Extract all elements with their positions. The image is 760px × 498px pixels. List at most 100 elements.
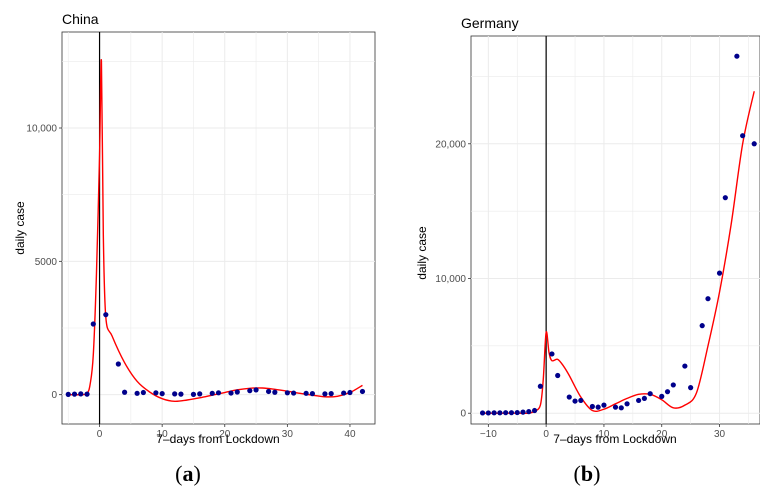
data-point bbox=[153, 390, 159, 396]
data-point bbox=[134, 390, 140, 396]
x-tick-label: 0 bbox=[97, 429, 103, 440]
fit-line bbox=[68, 59, 363, 403]
data-point bbox=[359, 388, 366, 395]
data-point bbox=[664, 389, 671, 395]
y-tick-label: 10,000 bbox=[435, 274, 466, 285]
panel-title: Germany bbox=[461, 15, 519, 31]
data-point bbox=[734, 53, 740, 59]
data-point bbox=[190, 391, 197, 397]
data-point bbox=[618, 405, 624, 411]
data-point bbox=[347, 389, 353, 396]
data-point bbox=[624, 401, 630, 407]
y-tick-label: 0 bbox=[460, 409, 466, 420]
data-point bbox=[341, 390, 347, 396]
y-tick-label: 5000 bbox=[35, 257, 58, 268]
data-point bbox=[526, 409, 532, 415]
data-point bbox=[497, 410, 503, 416]
data-point bbox=[178, 391, 184, 397]
data-point bbox=[78, 391, 84, 397]
data-point bbox=[272, 389, 278, 395]
data-point bbox=[682, 363, 688, 369]
data-point bbox=[705, 296, 711, 302]
y-ticks: 0 5000 10,000 bbox=[26, 124, 62, 401]
data-point bbox=[479, 410, 486, 416]
data-point bbox=[122, 389, 128, 395]
data-point bbox=[514, 409, 520, 416]
fit-line bbox=[482, 91, 755, 415]
data-point bbox=[103, 312, 109, 318]
data-points bbox=[65, 312, 366, 397]
data-point bbox=[328, 391, 334, 397]
data-point bbox=[647, 391, 653, 397]
data-point bbox=[520, 409, 526, 415]
data-point bbox=[291, 390, 297, 396]
data-point bbox=[71, 391, 78, 397]
data-point bbox=[740, 133, 746, 139]
y-axis-title: daily case bbox=[415, 226, 429, 280]
data-point bbox=[589, 403, 595, 410]
panel-title: China bbox=[62, 11, 99, 27]
fit-curve bbox=[482, 91, 755, 415]
x-ticks: −10 0 10 20 30 bbox=[480, 424, 726, 440]
grid bbox=[471, 36, 760, 424]
caption-b: (b) bbox=[574, 461, 601, 486]
data-point bbox=[549, 351, 555, 357]
data-point bbox=[722, 195, 728, 201]
data-point bbox=[670, 382, 676, 388]
y-tick-label: 0 bbox=[51, 390, 57, 401]
data-point bbox=[601, 402, 607, 408]
x-axis-title: 7–days from Lockdown bbox=[156, 432, 279, 446]
data-point bbox=[90, 321, 96, 327]
data-point bbox=[716, 270, 723, 276]
panel-germany: Germany 0 10,000 20,000 −10 0 10 20 30 7–days … bbox=[415, 15, 760, 486]
plot-border bbox=[470, 35, 760, 425]
data-point bbox=[699, 323, 705, 329]
data-point bbox=[209, 390, 215, 396]
data-point bbox=[322, 391, 328, 397]
x-tick-label: 10 bbox=[598, 429, 610, 440]
grid bbox=[62, 32, 375, 424]
data-point bbox=[537, 383, 543, 389]
x-tick-label: 10 bbox=[157, 429, 169, 440]
data-point bbox=[140, 389, 146, 396]
x-ticks: 0 10 20 30 40 bbox=[97, 424, 356, 440]
x-tick-label: 40 bbox=[344, 429, 356, 440]
data-point bbox=[572, 398, 578, 404]
x-axis-title: 7–days from Lockdown bbox=[553, 432, 676, 446]
data-point bbox=[566, 394, 572, 400]
data-point bbox=[751, 141, 757, 147]
y-ticks: 0 10,000 20,000 bbox=[435, 139, 471, 420]
x-tick-label: 20 bbox=[219, 429, 231, 440]
y-tick-label: 10,000 bbox=[26, 124, 57, 135]
y-axis-title: daily case bbox=[13, 201, 27, 255]
data-point bbox=[503, 410, 509, 416]
data-point bbox=[659, 393, 665, 399]
x-tick-label: 0 bbox=[543, 429, 549, 440]
data-point bbox=[303, 390, 309, 396]
x-tick-label: 30 bbox=[714, 429, 726, 440]
data-point bbox=[612, 404, 619, 410]
data-point bbox=[688, 385, 694, 391]
data-point bbox=[115, 361, 121, 367]
x-tick-label: −10 bbox=[480, 429, 497, 440]
caption-a: (a) bbox=[175, 461, 201, 486]
data-point bbox=[172, 391, 178, 397]
panel-china: China 0 5000 10,000 0 10 20 30 40 7–days from … bbox=[13, 11, 376, 486]
data-point bbox=[215, 390, 222, 396]
data-point bbox=[531, 407, 538, 414]
x-tick-label: 30 bbox=[282, 429, 294, 440]
y-tick-label: 20,000 bbox=[435, 139, 466, 150]
data-point bbox=[284, 390, 290, 396]
data-point bbox=[65, 391, 71, 397]
data-point bbox=[253, 387, 259, 393]
data-point bbox=[595, 404, 601, 410]
data-point bbox=[491, 410, 497, 416]
data-point bbox=[197, 391, 203, 397]
data-points bbox=[479, 53, 757, 416]
x-tick-label: 20 bbox=[656, 429, 668, 440]
data-point bbox=[265, 388, 272, 395]
data-point bbox=[508, 410, 515, 416]
data-point bbox=[555, 372, 561, 379]
plot-border bbox=[61, 31, 376, 425]
